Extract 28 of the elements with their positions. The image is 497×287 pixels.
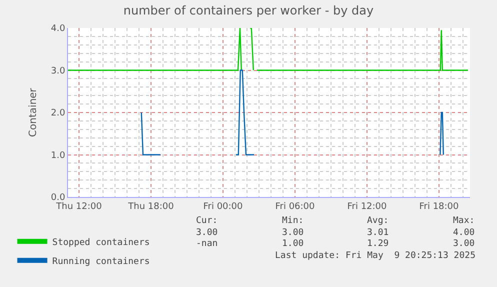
text: 3.00 bbox=[453, 239, 475, 249]
text: Min: bbox=[282, 216, 304, 226]
chart-title: number of containers per worker - by day bbox=[123, 3, 374, 18]
text: Avg: bbox=[367, 216, 389, 226]
x-tick-label: Fri 00:00 bbox=[203, 202, 244, 212]
text: 3.01 bbox=[367, 228, 389, 238]
y-tick-label: 4.0 bbox=[50, 24, 66, 34]
x-tick-label: Thu 12:00 bbox=[55, 202, 102, 212]
x-tick-label: Fri 06:00 bbox=[275, 202, 316, 212]
text: Last update: Fri May 9 20:25:13 2025 bbox=[275, 251, 476, 261]
x-tick-label: Fri 12:00 bbox=[347, 202, 388, 212]
y-tick-label: 0.0 bbox=[50, 193, 66, 204]
x-tick-label: Thu 18:00 bbox=[127, 202, 174, 212]
y-tick-label: 1.0 bbox=[50, 150, 66, 161]
legend-label: Stopped containers bbox=[52, 238, 150, 248]
text: 1.29 bbox=[367, 239, 389, 249]
y-tick-label: 2.0 bbox=[50, 108, 66, 119]
y-axis-title: Container bbox=[28, 87, 39, 137]
y-tick-label: 3.0 bbox=[50, 66, 66, 76]
text: 3.00 bbox=[196, 228, 218, 238]
x-tick-label: Fri 18:00 bbox=[419, 202, 460, 212]
text: 1.00 bbox=[282, 239, 304, 249]
text: 4.00 bbox=[453, 228, 475, 238]
text: Cur: bbox=[196, 216, 218, 226]
legend-label: Running containers bbox=[52, 256, 150, 267]
text: 3.00 bbox=[282, 228, 304, 238]
text: Max: bbox=[453, 216, 475, 226]
text: -nan bbox=[196, 239, 218, 249]
